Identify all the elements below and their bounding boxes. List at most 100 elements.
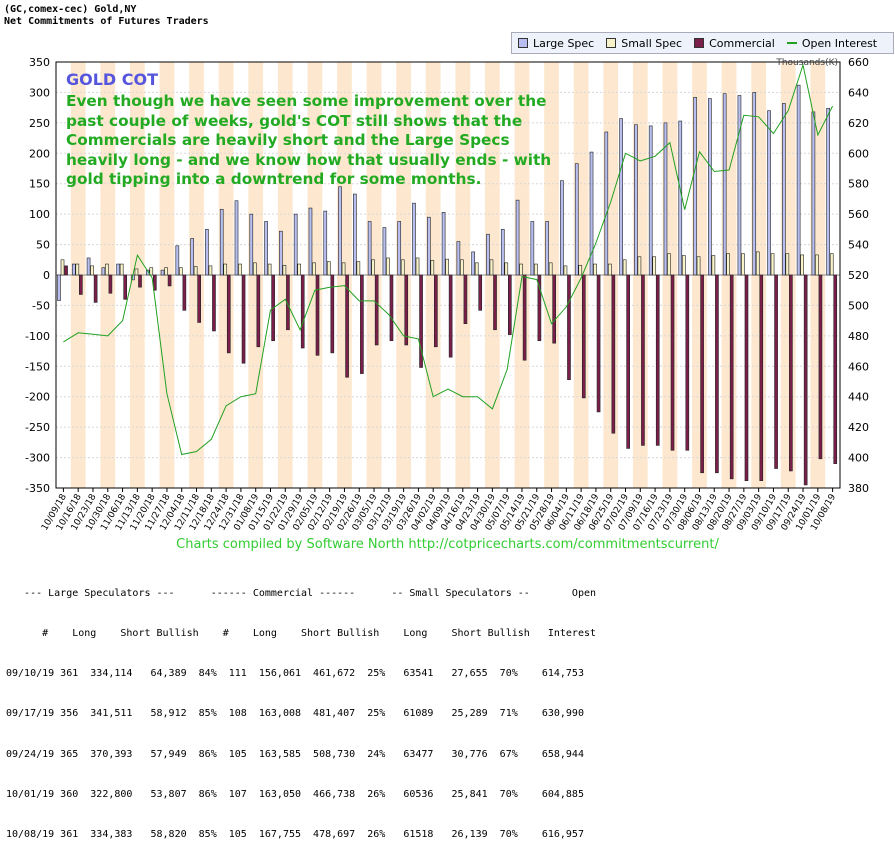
right-tick-label: 540	[848, 239, 869, 252]
small-spec-bar	[652, 256, 657, 276]
commercial-bar	[404, 274, 409, 346]
large-spec-bar	[648, 125, 653, 276]
large-spec-bar	[663, 122, 668, 276]
small-spec-bar	[622, 259, 627, 276]
commercial-bar	[522, 274, 527, 361]
large-spec-bar	[71, 263, 76, 276]
small-spec-bar	[800, 254, 804, 276]
left-tick-label: -50	[32, 299, 50, 312]
small-spec-bar	[326, 261, 331, 276]
legend-large-spec-label: Large Spec	[533, 36, 595, 50]
small-spec-bar	[223, 263, 228, 276]
commercial-bar	[789, 274, 793, 472]
stats-row: 09/24/19 365 370,393 57,949 86% 105 163,…	[6, 748, 584, 760]
right-tick-label: 400	[848, 452, 869, 465]
large-spec-bar	[456, 241, 461, 276]
large-spec-bar	[619, 118, 623, 276]
commercial-bar	[655, 274, 660, 446]
large-spec-bar	[382, 227, 387, 276]
commercial-bar	[803, 274, 808, 486]
commercial-bar	[552, 274, 556, 344]
right-axis-ticks: 660 640 620 600 580 560 540 520 500 480 460 440 420 4…	[848, 56, 869, 495]
small-spec-bar	[119, 263, 124, 276]
large-spec-bar	[678, 120, 683, 276]
large-spec-bar	[796, 84, 801, 276]
large-spec-bar	[308, 207, 313, 276]
small-spec-bar	[667, 253, 671, 276]
large-spec-bar	[397, 221, 402, 276]
open-interest-line-icon	[786, 42, 797, 44]
left-tick-label: -150	[25, 360, 50, 373]
small-spec-bar	[134, 268, 139, 276]
right-tick-label: 660	[848, 56, 869, 69]
small-spec-bar	[696, 256, 701, 276]
small-spec-bar	[489, 259, 494, 276]
commercial-bar	[685, 274, 690, 451]
large-spec-bar	[708, 98, 712, 276]
large-spec-bar	[367, 221, 372, 276]
commercial-bar	[108, 274, 113, 294]
right-tick-label: 460	[848, 360, 869, 373]
bars-layer	[57, 84, 838, 486]
left-tick-label: 150	[29, 178, 50, 191]
commercial-bar	[567, 274, 571, 380]
stats-header-row-2: # Long Short Bullish # Long Short Bullis…	[6, 628, 597, 640]
small-spec-bar	[578, 264, 583, 276]
commercial-bar	[744, 274, 749, 481]
small-spec-bar	[608, 263, 612, 276]
large-spec-bar	[86, 257, 91, 276]
commercial-bar	[256, 274, 261, 348]
small-spec-bar	[548, 262, 553, 276]
left-tick-label: 0	[43, 269, 50, 282]
left-tick-label: -300	[25, 452, 50, 465]
chart-header-subtitle: Net Commitments of Futures Traders	[4, 16, 209, 27]
commercial-bar	[389, 274, 394, 342]
small-spec-bar	[815, 254, 819, 276]
commercial-bar	[226, 274, 231, 354]
x-axis-ticks: 10/09/1810/16/1810/23/1810/30/1811/06/18…	[40, 488, 838, 533]
small-spec-bar	[741, 253, 745, 276]
right-tick-label: 480	[848, 330, 869, 343]
left-axis-ticks: 350 300 250 200 150 100 50 0 -50 -100 -150 -200 -250…	[25, 56, 50, 495]
commercial-bar	[138, 274, 142, 288]
stats-header-row-1: --- Large Speculators --- ------ Commerc…	[6, 587, 597, 599]
left-tick-label: 50	[36, 239, 50, 252]
large-spec-bar	[441, 212, 446, 276]
left-tick-label: 250	[29, 117, 50, 130]
large-spec-bar	[634, 124, 638, 276]
left-tick-label: 100	[29, 208, 50, 221]
small-spec-bar	[386, 257, 390, 276]
small-spec-bar	[681, 255, 686, 276]
stats-row: 09/17/19 356 341,511 58,912 85% 108 163,…	[6, 708, 584, 720]
large-spec-bar	[279, 230, 283, 276]
small-spec-bar	[90, 265, 94, 276]
large-spec-bar	[693, 96, 697, 276]
small-spec-bar	[637, 256, 642, 276]
large-spec-bar	[160, 269, 165, 276]
large-spec-bar	[589, 151, 594, 276]
small-spec-bar	[563, 265, 568, 276]
cot-chart: 350300250200150100500-50-100-150-200-250…	[25, 56, 869, 533]
small-spec-bar	[297, 263, 302, 276]
small-spec-bar	[726, 253, 730, 276]
small-spec-bar	[164, 267, 168, 276]
large-spec-bar	[101, 267, 106, 276]
legend-small-spec: Small Spec	[606, 37, 682, 50]
small-spec-bar	[430, 260, 435, 276]
left-tick-label: -350	[25, 482, 50, 495]
small-spec-bar	[474, 262, 479, 276]
small-spec-bar	[829, 253, 834, 276]
right-tick-label: 500	[848, 299, 869, 312]
large-spec-swatch-icon	[518, 38, 528, 48]
commercial-bar	[241, 274, 246, 364]
stats-row: 10/08/19 361 334,383 58,820 85% 105 167,…	[6, 829, 584, 841]
annotation-title: GOLD COT	[66, 70, 159, 89]
small-spec-bar	[193, 266, 198, 276]
large-spec-bar	[530, 221, 535, 276]
small-spec-bar	[371, 259, 375, 276]
large-spec-bar	[545, 221, 549, 276]
small-spec-bar	[785, 253, 790, 276]
legend: Large Spec Small Spec Commercial Open In…	[511, 32, 894, 54]
right-tick-label: 600	[848, 147, 869, 160]
commercial-bar	[729, 274, 734, 480]
